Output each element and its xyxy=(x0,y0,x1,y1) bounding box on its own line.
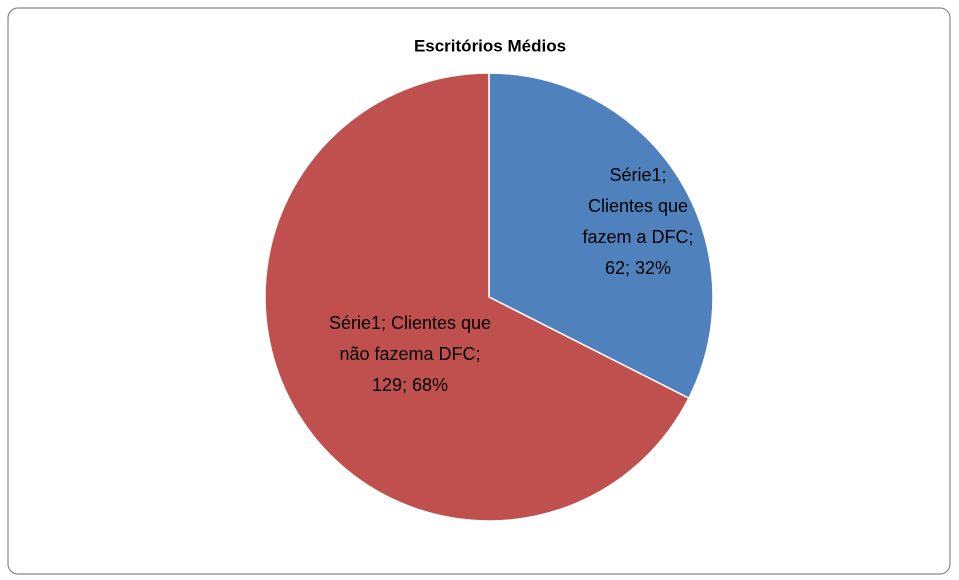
pie-slice xyxy=(488,72,714,400)
pie-slice xyxy=(264,72,690,522)
data-label: Série1; Clientes que não fazema DFC; 129… xyxy=(328,313,492,395)
chart-title: Escritórios Médios xyxy=(414,36,566,55)
data-label: Série1; Clientes que fazem a DFC; 62; 32… xyxy=(582,165,694,278)
